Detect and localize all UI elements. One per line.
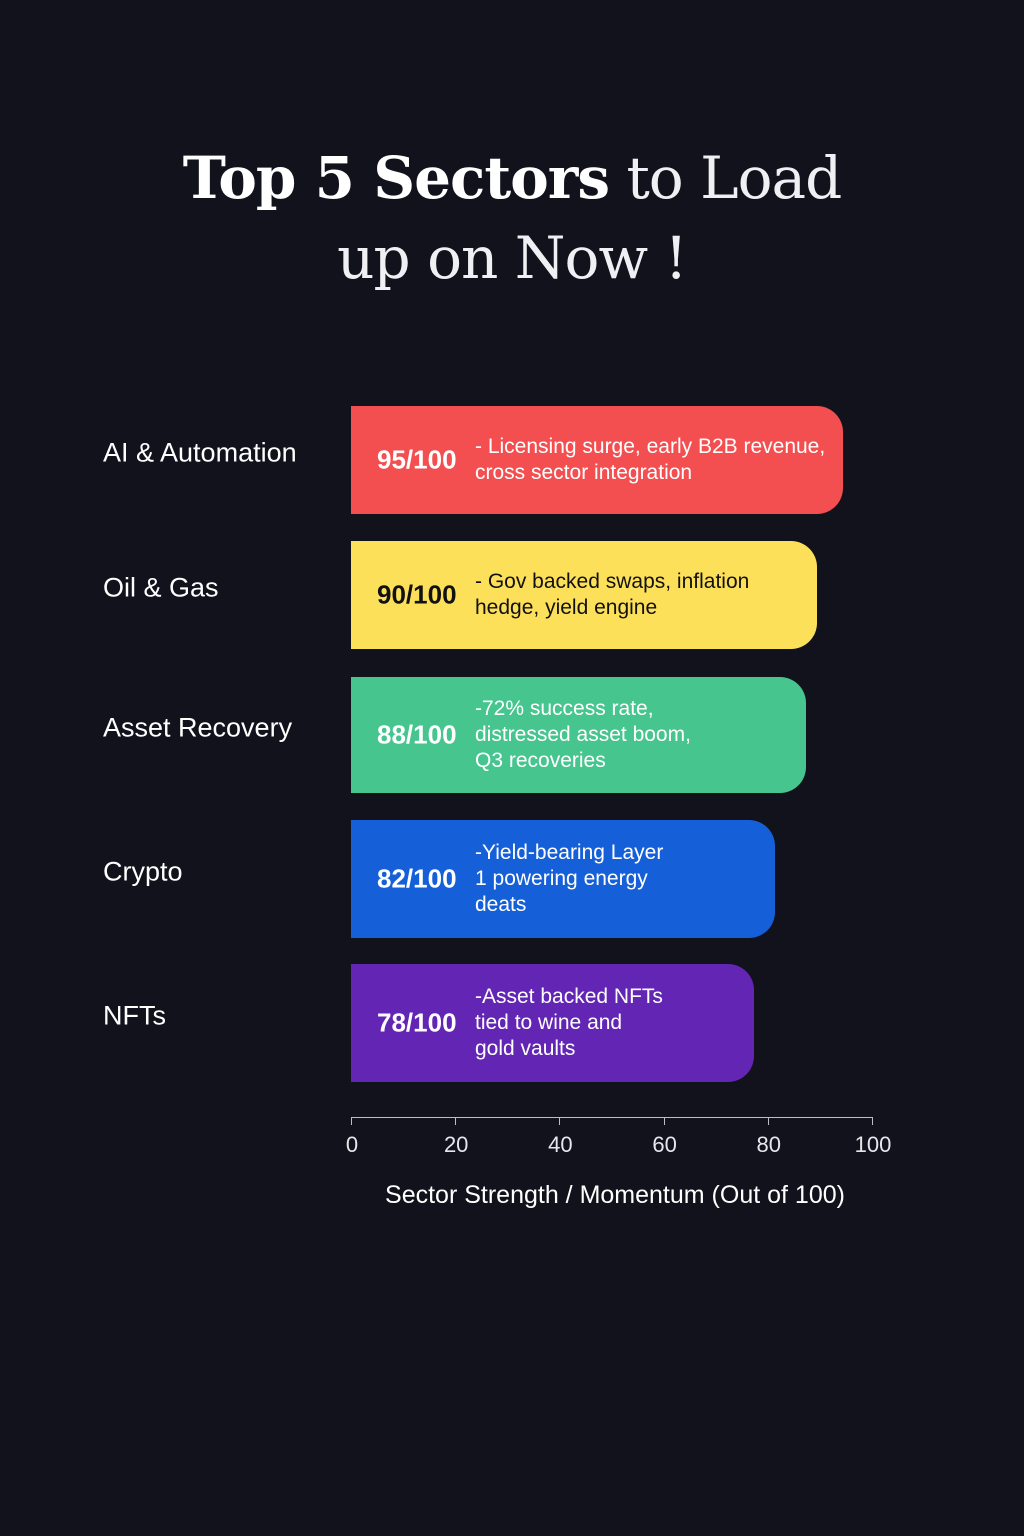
category-label: NFTs xyxy=(103,1000,166,1031)
x-tick-label: 60 xyxy=(652,1132,677,1157)
bar: 78/100 -Asset backed NFTs tied to wine an… xyxy=(351,964,755,1082)
x-tick xyxy=(872,1117,873,1125)
bar-annotation: -72% success rate, distressed asset boom… xyxy=(475,697,691,772)
bar: 95/100 - Licensing surge, early B2B reven… xyxy=(351,406,843,514)
x-tick xyxy=(351,1117,352,1125)
bar-score-label: 82/100 xyxy=(377,863,457,894)
bar: 90/100 - Gov backed swaps, inflation hedg… xyxy=(351,541,817,649)
bar-annotation: -Yield-bearing Layer 1 powering energy d… xyxy=(475,841,664,916)
x-tick xyxy=(455,1117,456,1125)
chart-title-line2: up on Now ! xyxy=(337,224,688,292)
x-tick xyxy=(559,1117,560,1125)
category-label: Asset Recovery xyxy=(103,712,293,743)
bar: 82/100 -Yield-bearing Layer 1 powering en… xyxy=(351,820,776,938)
bar-score-label: 90/100 xyxy=(377,579,457,610)
bar-score-label: 88/100 xyxy=(377,719,457,750)
chart-title: Top 5 Sectors to Load up on Now ! xyxy=(0,138,1024,298)
x-tick-label: 40 xyxy=(548,1132,573,1157)
bar-annotation: -Asset backed NFTs tied to wine and gold… xyxy=(475,985,663,1060)
bar-score-label: 78/100 xyxy=(377,1007,457,1038)
x-axis-label: Sector Strength / Momentum (Out of 100) xyxy=(385,1181,845,1209)
bar: 88/100 -72% success rate, distressed asse… xyxy=(351,677,807,793)
x-tick xyxy=(768,1117,769,1125)
category-label: Crypto xyxy=(103,856,183,887)
x-tick-label: 80 xyxy=(756,1132,782,1157)
bar-score-label: 95/100 xyxy=(377,444,457,475)
x-tick-label: 20 xyxy=(443,1132,469,1157)
x-axis-line xyxy=(351,1117,872,1118)
bar-annotation: - Gov backed swaps, inflation hedge, yie… xyxy=(475,570,750,619)
x-tick-label: 100 xyxy=(854,1132,892,1157)
chart-title-bold: Top 5 Sectors xyxy=(182,144,610,212)
x-tick xyxy=(664,1117,665,1125)
bar-annotation: - Licensing surge, early B2B revenue, cr… xyxy=(475,435,826,484)
x-tick-label: 0 xyxy=(345,1132,359,1157)
category-label: Oil & Gas xyxy=(103,572,219,603)
chart-title-rest: to Load xyxy=(609,144,842,212)
category-label: AI & Automation xyxy=(103,437,297,468)
